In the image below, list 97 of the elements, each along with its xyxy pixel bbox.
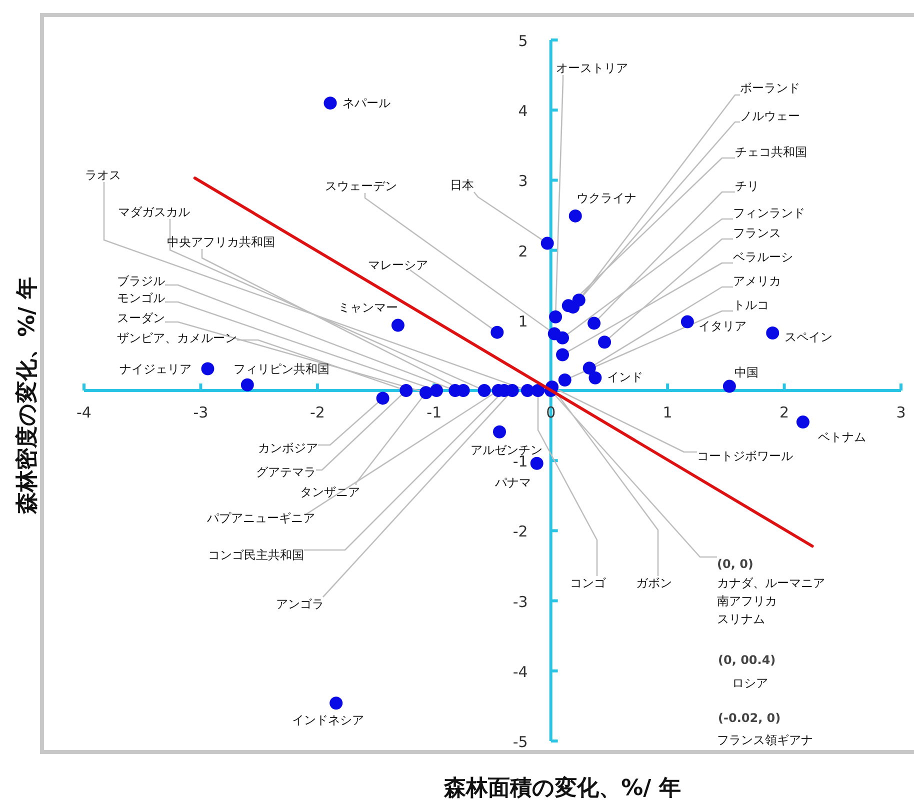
annotation: 中央アフリカ共和国 — [167, 235, 275, 249]
point — [588, 371, 602, 384]
x-tick-label: -3 — [193, 404, 208, 422]
annotation: パナマ — [494, 475, 531, 490]
annotation: 中国 — [734, 365, 758, 380]
point — [582, 362, 596, 375]
annotation: マレーシア — [368, 258, 428, 272]
point — [722, 380, 736, 393]
point — [530, 456, 544, 470]
annotation: スリナム — [717, 612, 765, 626]
x-axis-title: 森林面積の変化、%/ 年 — [443, 775, 681, 800]
annotation: ラオス — [85, 168, 121, 182]
x-tick-label: -1 — [426, 404, 442, 422]
annotation: アンゴラ — [276, 597, 324, 611]
annotation: ベラルーシ — [733, 250, 793, 264]
point — [532, 384, 545, 397]
point — [548, 327, 561, 340]
annotation: 南アフリカ — [717, 594, 777, 608]
annotation: フィンランド — [733, 206, 805, 220]
annotation: モンゴル — [117, 291, 165, 305]
point — [240, 378, 254, 392]
point — [588, 316, 601, 330]
annotation: (-0.02, 0) — [718, 711, 781, 725]
point — [324, 96, 337, 110]
x-tick-label: 2 — [780, 404, 790, 422]
annotation: タンザニア — [300, 485, 360, 499]
point — [680, 315, 694, 328]
annotation: ブラジル — [117, 274, 165, 288]
point — [400, 384, 413, 397]
point — [598, 336, 612, 349]
point — [376, 392, 390, 405]
annotation: トルコ — [733, 298, 769, 312]
y-tick-label: -3 — [512, 592, 528, 611]
annotation: コンゴ民主共和国 — [208, 548, 304, 562]
annotation: ミャンマー — [338, 300, 398, 314]
annotation: ネパール — [342, 96, 390, 110]
annotation: ガボン — [636, 576, 672, 590]
y-tick-label: 3 — [518, 172, 528, 190]
y-tick-label: -2 — [512, 522, 528, 541]
annotation: フィリピン共和国 — [233, 362, 330, 376]
annotation: オーストリア — [556, 61, 628, 75]
annotation: チリ — [735, 179, 759, 193]
annotation: グアテマラ — [256, 465, 316, 479]
annotation: カンボジア — [258, 441, 318, 455]
annotation: アメリカ — [733, 274, 781, 288]
y-axis-title: 森林密度の変化、%/ 年 — [14, 277, 40, 515]
annotation: (0, 0) — [717, 557, 754, 571]
annotation: フランス領ギアナ — [717, 733, 813, 747]
y-tick-label: 4 — [518, 102, 528, 120]
annotation: 日本 — [450, 178, 474, 192]
point — [521, 384, 534, 397]
y-tick-label: 1 — [518, 312, 528, 330]
annotation: コンゴ — [570, 576, 607, 590]
annotation: ベトナム — [818, 430, 866, 444]
y-tick-label: 2 — [518, 242, 528, 260]
annotation: コートジボワール — [697, 449, 793, 463]
annotation: カナダ、ルーマニア — [717, 576, 825, 590]
annotation: チェコ共和国 — [735, 145, 807, 159]
point — [796, 416, 810, 429]
annotation: マダガスカル — [118, 205, 190, 219]
y-tick-label: -4 — [512, 662, 528, 681]
annotation: ノルウェー — [740, 109, 800, 123]
annotation: インドネシア — [292, 713, 364, 728]
point — [540, 236, 554, 250]
annotation: パプアニューギニア — [206, 511, 315, 525]
point — [391, 318, 404, 332]
point — [549, 310, 562, 324]
point — [558, 373, 572, 386]
point — [766, 326, 780, 340]
y-tick-label: 5 — [518, 32, 528, 50]
annotation: スペイン — [784, 330, 833, 344]
point — [490, 326, 504, 339]
y-tick-label: -5 — [512, 733, 528, 751]
point — [430, 384, 443, 397]
annotation: (0, 00.4) — [718, 653, 776, 667]
x-tick-label: 3 — [896, 404, 906, 422]
annotation: アルゼンチン — [470, 442, 543, 457]
annotation: ナイジェリア — [120, 362, 192, 376]
point — [478, 384, 491, 397]
x-tick-label: -2 — [310, 404, 325, 422]
x-tick-label: -4 — [76, 404, 92, 422]
point — [201, 362, 214, 376]
annotation: インド — [607, 370, 644, 384]
annotation: イタリア — [698, 318, 746, 333]
annotation: ウクライナ — [576, 190, 636, 205]
point — [568, 209, 582, 222]
annotation: ロシア — [732, 676, 768, 690]
annotation: スウェーデン — [325, 179, 397, 193]
annotation: ボーランド — [740, 81, 800, 95]
annotation: スーダン — [117, 311, 165, 325]
point — [330, 696, 343, 710]
point — [493, 425, 506, 438]
annotation: ザンビア、カメルーン — [117, 331, 237, 345]
x-tick-label: 1 — [662, 404, 672, 422]
annotation: フランス — [733, 226, 781, 240]
point — [419, 386, 432, 400]
point — [556, 348, 570, 362]
